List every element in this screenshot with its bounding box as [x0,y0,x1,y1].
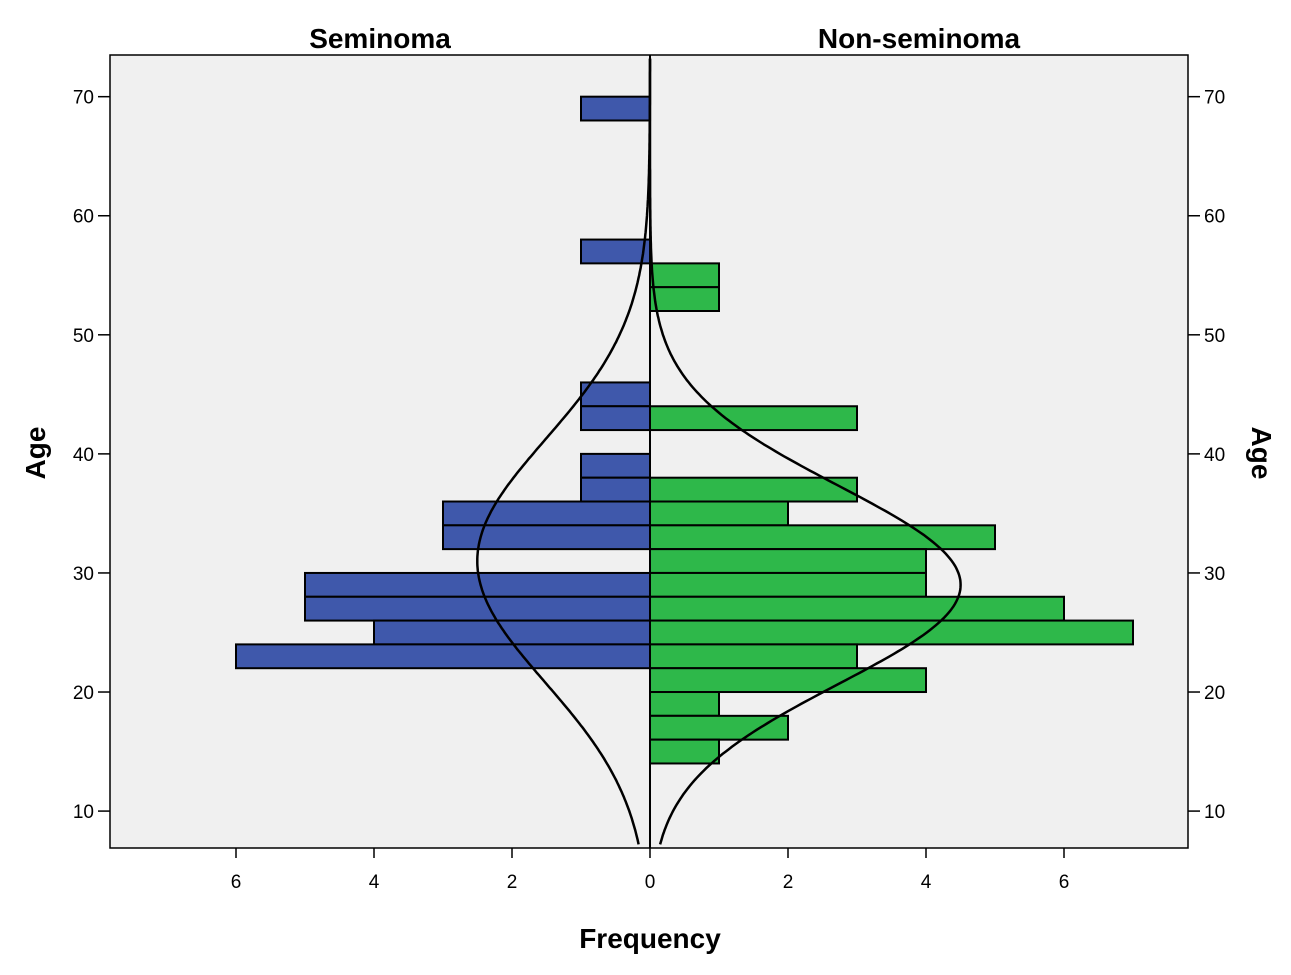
x-tick-label: 4 [921,872,932,893]
non-seminoma-bar [649,476,858,503]
seminoma-bar [580,476,651,503]
seminoma-bar [580,452,651,479]
non-seminoma-bar [649,643,858,670]
panel-title-non-seminoma: Non-seminoma [818,23,1021,54]
y-tick-label-left: 60 [73,207,94,228]
x-tick-label: 2 [507,872,518,893]
y-tick-label-right: 20 [1204,683,1225,704]
x-tick-label: 0 [645,872,656,893]
seminoma-bar [580,405,651,432]
non-seminoma-bar [649,691,720,717]
panel-title-seminoma: Seminoma [309,23,451,54]
y-tick-label-left: 70 [73,88,94,109]
non-seminoma-bar [649,405,858,432]
y-tick-label-left: 50 [73,326,94,347]
seminoma-bar [580,238,651,265]
x-tick-label: 4 [369,872,380,893]
y-tick-label-left: 30 [73,564,94,585]
x-tick-label: 6 [1059,872,1070,893]
non-seminoma-bar [649,595,1065,622]
y-axis-label-right: Age [1246,427,1277,480]
y-axis-label-left: Age [20,427,51,480]
seminoma-bar [304,595,651,622]
non-seminoma-bar [649,714,789,741]
non-seminoma-bar [649,738,720,765]
seminoma-bar [442,500,651,527]
y-tick-label-right: 60 [1204,207,1225,228]
seminoma-bar [442,524,651,551]
non-seminoma-bar [649,500,789,527]
y-tick-label-left: 20 [73,683,94,704]
y-tick-label-right: 70 [1204,88,1225,109]
non-seminoma-bar [649,262,720,289]
y-tick-label-right: 30 [1204,564,1225,585]
y-tick-label-left: 40 [73,445,94,466]
y-tick-label-right: 40 [1204,445,1225,466]
non-seminoma-bar [649,571,927,598]
non-seminoma-bar [649,548,927,574]
y-tick-label-left: 10 [73,802,94,823]
seminoma-bar [580,381,651,408]
seminoma-bar [580,95,651,122]
seminoma-normal-curve [476,58,652,845]
seminoma-bar [235,643,651,670]
y-tick-label-right: 10 [1204,802,1225,823]
y-tick-label-right: 50 [1204,326,1225,347]
x-tick-label: 6 [231,872,242,893]
non-seminoma-bar [649,667,927,694]
x-tick-label: 2 [783,872,794,893]
x-axis-label: Frequency [579,923,721,954]
non-seminoma-bar [649,286,720,312]
non-seminoma-bar [649,524,996,551]
non-seminoma-bar [649,619,1134,646]
